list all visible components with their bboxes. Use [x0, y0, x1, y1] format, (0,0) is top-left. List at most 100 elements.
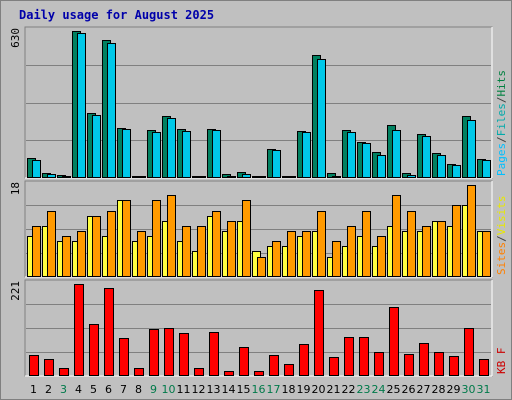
x-tick-label: 23	[357, 383, 371, 396]
bar	[467, 185, 476, 277]
bar	[119, 338, 129, 376]
bar	[407, 175, 416, 178]
bar	[209, 332, 219, 376]
legend-entry: Pages	[495, 143, 508, 176]
bar	[182, 226, 191, 277]
x-tick-label: 24	[372, 383, 386, 396]
legend: Pages/Files/Hits	[495, 70, 508, 176]
x-tick-label: 17	[267, 383, 281, 396]
x-tick-label: 13	[207, 383, 221, 396]
bar	[317, 59, 326, 178]
bar	[482, 160, 491, 178]
bar	[92, 115, 101, 178]
legend-entry: /	[495, 235, 508, 242]
bar	[359, 337, 369, 376]
bar	[389, 307, 399, 376]
bar	[419, 343, 429, 376]
x-tick-label: 11	[177, 383, 191, 396]
bar	[407, 211, 416, 277]
y-max-label: 221	[9, 281, 22, 301]
bar	[62, 176, 71, 178]
bar	[32, 160, 41, 178]
x-tick-label: 22	[342, 383, 356, 396]
y-max-label: 630	[9, 28, 22, 48]
x-tick-label: 19	[297, 383, 311, 396]
x-tick-label: 3	[60, 383, 67, 396]
bar	[362, 143, 371, 178]
bar	[152, 200, 161, 277]
bar	[212, 130, 221, 178]
bar	[47, 174, 56, 178]
x-tick-label: 29	[447, 383, 461, 396]
bar	[302, 231, 311, 277]
x-tick-label: 27	[417, 383, 431, 396]
x-tick-label: 28	[432, 383, 446, 396]
bar	[332, 241, 341, 277]
legend-entry: KB F	[495, 348, 508, 375]
bar	[392, 195, 401, 277]
bar	[194, 368, 204, 376]
chart-title: Daily usage for August 2025	[19, 8, 214, 22]
bar	[152, 132, 161, 178]
bar	[302, 132, 311, 178]
bar	[29, 355, 39, 376]
legend-entry: Hits	[495, 70, 508, 97]
x-tick-label: 5	[90, 383, 97, 396]
bar	[167, 195, 176, 277]
bar	[92, 216, 101, 277]
bar	[377, 236, 386, 277]
bar	[437, 155, 446, 178]
x-tick-label: 14	[222, 383, 236, 396]
bar	[77, 231, 86, 277]
bar	[182, 131, 191, 178]
x-tick-label: 25	[387, 383, 401, 396]
bar	[74, 284, 84, 376]
bar	[299, 344, 309, 376]
bar	[227, 221, 236, 277]
bar	[62, 236, 71, 277]
x-tick-label: 1	[30, 383, 37, 396]
bar	[347, 226, 356, 277]
x-tick-label: 9	[150, 383, 157, 396]
bar	[464, 328, 474, 376]
bar	[77, 33, 86, 178]
bar	[482, 231, 491, 277]
bar	[197, 226, 206, 277]
bar	[317, 211, 326, 277]
legend-entry: /	[495, 97, 508, 104]
x-tick-label: 30	[462, 383, 476, 396]
x-tick-label: 4	[75, 383, 82, 396]
bar	[164, 328, 174, 376]
legend-entry: Sites	[495, 242, 508, 275]
legend-entry: Visits	[495, 196, 508, 236]
bar	[272, 150, 281, 178]
bar	[284, 364, 294, 376]
bar	[347, 132, 356, 178]
bar	[227, 176, 236, 178]
bar	[314, 290, 324, 376]
x-tick-label: 7	[120, 383, 127, 396]
bar	[332, 176, 341, 178]
bar	[479, 359, 489, 376]
bar	[239, 347, 249, 376]
bar	[32, 226, 41, 277]
bar	[422, 226, 431, 277]
bar	[137, 176, 146, 178]
x-tick-label: 8	[135, 383, 142, 396]
legend: Sites/Visits	[495, 196, 508, 276]
bar	[149, 329, 159, 376]
legend: KB F	[495, 348, 508, 375]
x-tick-label: 26	[402, 383, 416, 396]
x-tick-label: 2	[45, 383, 52, 396]
bar	[254, 371, 264, 376]
y-max-label: 18	[9, 182, 22, 195]
x-tick-label: 12	[192, 383, 206, 396]
bar	[257, 257, 266, 277]
bar	[104, 288, 114, 376]
bar	[269, 355, 279, 376]
x-tick-label: 10	[162, 383, 176, 396]
bar	[452, 165, 461, 178]
bar	[224, 371, 234, 376]
bar	[107, 43, 116, 178]
